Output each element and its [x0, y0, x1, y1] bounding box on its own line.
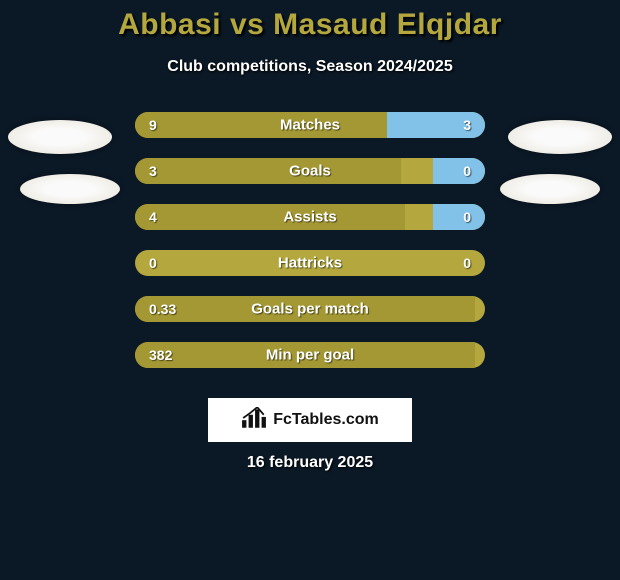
- stat-value-right: 0: [463, 163, 471, 179]
- stat-label: Min per goal: [266, 347, 354, 364]
- page-title: Abbasi vs Masaud Elqjdar: [0, 8, 620, 42]
- stat-row: 0.33 Goals per match: [135, 296, 485, 322]
- stat-row: 3 0 Goals: [135, 158, 485, 184]
- stat-row: 9 3 Matches: [135, 112, 485, 138]
- stat-row: 382 Min per goal: [135, 342, 485, 368]
- stat-row: 0 0 Hattricks: [135, 250, 485, 276]
- source-logo-text: FcTables.com: [273, 411, 379, 429]
- source-logo: FcTables.com: [208, 398, 412, 442]
- bars-area: 9 3 Matches 3 0 Goals 4 0 Assists 0 0 Hattricks 0.33…: [0, 112, 620, 368]
- stat-value-left: 0.33: [149, 301, 176, 317]
- stat-bar-left: [135, 158, 401, 184]
- stat-label: Goals: [289, 163, 331, 180]
- bars-list: 9 3 Matches 3 0 Goals 4 0 Assists 0 0 Hattricks 0.33…: [135, 112, 485, 368]
- stat-row: 4 0 Assists: [135, 204, 485, 230]
- bar-chart-icon: [241, 407, 267, 434]
- stat-bar-left: [135, 204, 405, 230]
- stat-value-left: 382: [149, 347, 172, 363]
- stat-bar-right: [433, 204, 486, 230]
- stat-value-left: 0: [149, 255, 157, 271]
- stat-label: Assists: [283, 209, 336, 226]
- stat-label: Hattricks: [278, 255, 342, 272]
- page-subtitle: Club competitions, Season 2024/2025: [0, 58, 620, 76]
- stat-label: Matches: [280, 117, 340, 134]
- stat-value-left: 4: [149, 209, 157, 225]
- stat-label: Goals per match: [251, 301, 369, 318]
- stat-value-right: 3: [463, 117, 471, 133]
- stat-value-right: 0: [463, 255, 471, 271]
- comparison-card: Abbasi vs Masaud Elqjdar Club competitio…: [0, 0, 620, 580]
- stat-bar-right: [433, 158, 486, 184]
- date-label: 16 february 2025: [247, 454, 373, 472]
- stat-value-left: 3: [149, 163, 157, 179]
- stat-value-left: 9: [149, 117, 157, 133]
- stat-bar-left: [135, 112, 387, 138]
- stat-value-right: 0: [463, 209, 471, 225]
